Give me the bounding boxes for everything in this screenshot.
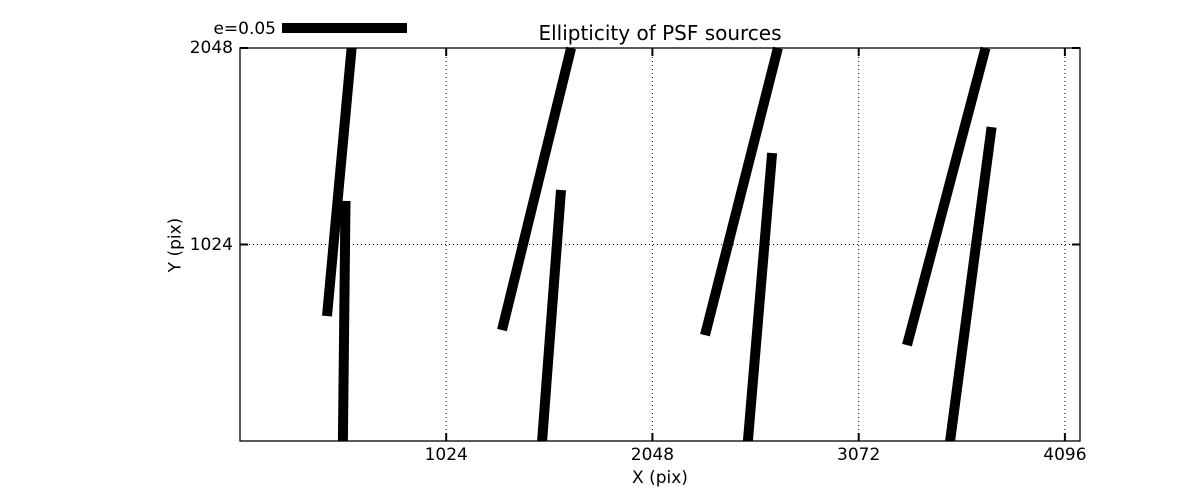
ellipticity-stick	[902, 46, 991, 347]
ellipticity-stick	[322, 47, 357, 317]
x-tick-label: 4096	[1043, 445, 1087, 465]
ellipticity-stick	[945, 126, 997, 442]
x-tick-label: 1024	[424, 445, 468, 465]
x-axis-label: X (pix)	[632, 468, 688, 488]
ellipticity-stick	[337, 200, 351, 442]
x-tick-label: 2048	[630, 445, 675, 465]
ellipticity-stick	[497, 46, 576, 332]
y-tick-label: 1024	[189, 234, 233, 255]
legend-scale-label: e=0.05	[213, 19, 276, 39]
chart-title: Ellipticity of PSF sources	[538, 21, 782, 45]
ellipticity-stick	[700, 46, 783, 337]
y-tick-label: 2048	[189, 38, 233, 58]
x-tick-label: 3072	[837, 445, 881, 465]
ellipticity-stick	[742, 152, 778, 442]
ellipticity-stick	[537, 189, 566, 442]
